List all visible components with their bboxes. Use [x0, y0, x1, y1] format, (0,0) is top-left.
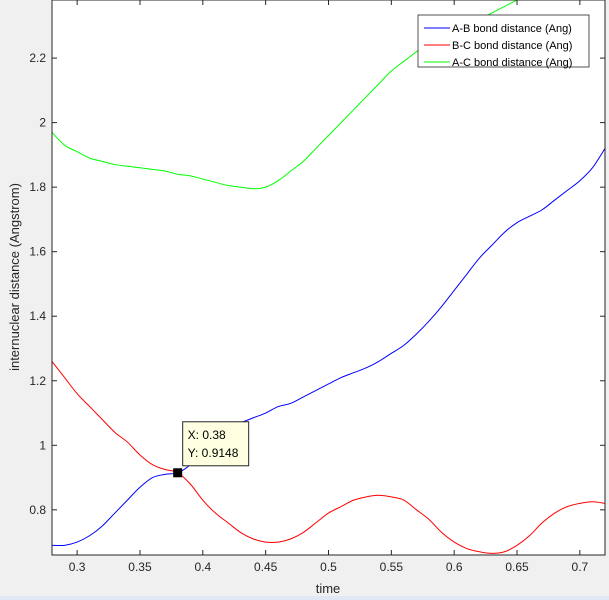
y-tick-label: 1.4: [29, 309, 46, 323]
plot-area: [52, 0, 605, 555]
y-axis-title: internuclear distance (Angstrom): [7, 183, 22, 371]
datatip[interactable]: X: 0.38 Y: 0.9148: [173, 421, 250, 478]
x-axis-title: time: [316, 581, 341, 596]
y-tick-label: 1.2: [29, 374, 46, 388]
y-tick-label: 1: [39, 438, 46, 452]
datatip-box: [182, 421, 250, 467]
legend-label-ac: A-C bond distance (Ang): [452, 57, 572, 69]
legend-box: [417, 14, 590, 68]
series-line-0: [52, 148, 605, 547]
y-tick-label: 2: [39, 116, 46, 130]
series-line-1: [52, 361, 605, 554]
x-tick-label: 0.7: [572, 560, 589, 574]
datatip-x-text: X: 0.38: [188, 428, 226, 442]
x-tick-label: 0.6: [446, 560, 463, 574]
x-tick-label: 0.65: [505, 560, 529, 574]
plot-box: [51, 0, 606, 556]
legend[interactable]: A-B bond distance (Ang) B-C bond distanc…: [417, 14, 590, 69]
y-tick-label: 2.2: [29, 51, 46, 65]
y-tick-label: 0.8: [29, 503, 46, 517]
window-bottom-strip: [0, 596, 609, 600]
x-tick-label: 0.5: [320, 560, 337, 574]
legend-label-ab: A-B bond distance (Ang): [452, 23, 572, 35]
x-tick-label: 0.4: [194, 560, 211, 574]
y-tick-label: 1.6: [29, 245, 46, 259]
datatip-marker: [173, 468, 183, 478]
legend-label-bc: B-C bond distance (Ang): [452, 40, 572, 52]
x-tick-label: 0.3: [69, 560, 86, 574]
x-tick-label: 0.35: [128, 560, 152, 574]
datatip-y-text: Y: 0.9148: [188, 446, 239, 460]
x-tick-label: 0.45: [254, 560, 278, 574]
x-tick-label: 0.55: [380, 560, 404, 574]
y-tick-label: 1.8: [29, 180, 46, 194]
